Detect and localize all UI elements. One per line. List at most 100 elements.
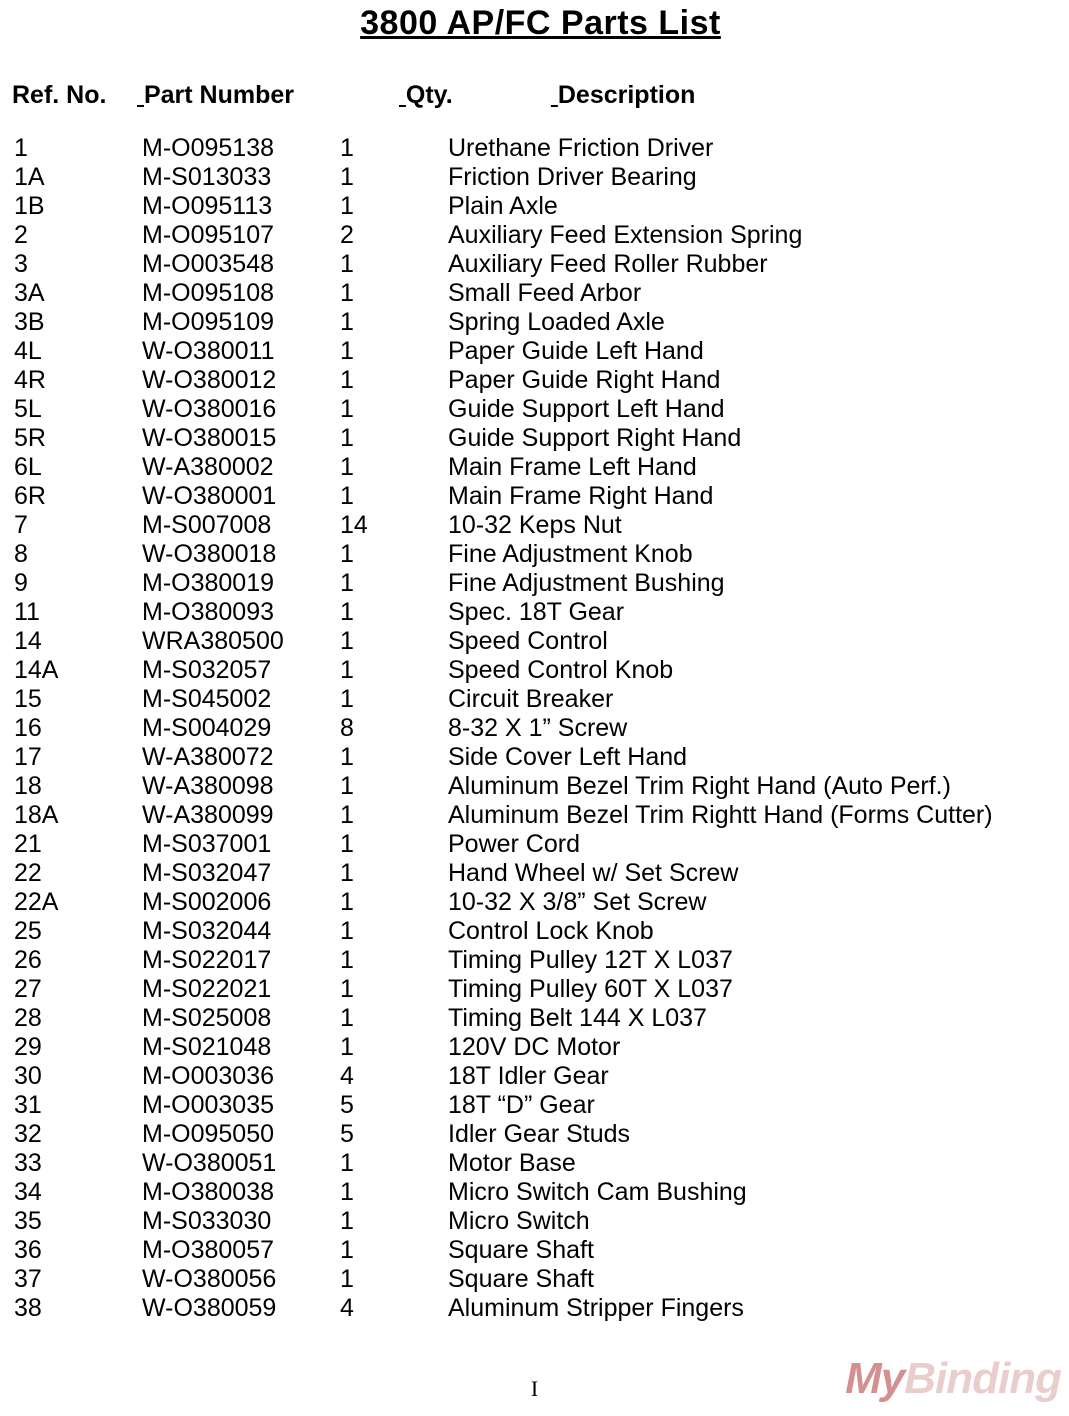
cell-ref: 1A [14, 163, 142, 192]
table-row: 3M-O0035481Auxiliary Feed Roller Rubber [12, 250, 1069, 279]
cell-ref: 17 [14, 743, 142, 772]
table-row: 25M-S0320441Control Lock Knob [12, 917, 1069, 946]
cell-part: W-O380011 [142, 337, 340, 366]
cell-part: W-O380018 [142, 540, 340, 569]
table-row: 26M-S0220171Timing Pulley 12T X L037 [12, 946, 1069, 975]
table-row: 3BM-O0951091Spring Loaded Axle [12, 308, 1069, 337]
cell-desc: 8-32 X 1” Screw [448, 714, 627, 743]
cell-part: M-S007008 [142, 511, 340, 540]
table-row: 30M-O003036418T Idler Gear [12, 1062, 1069, 1091]
header-ref: Ref. No. [12, 81, 137, 110]
cell-desc: Auxiliary Feed Roller Rubber [448, 250, 768, 279]
cell-qty: 1 [340, 859, 448, 888]
cell-desc: Motor Base [448, 1149, 576, 1178]
cell-qty: 1 [340, 279, 448, 308]
cell-desc: Auxiliary Feed Extension Spring [448, 221, 802, 250]
cell-part: M-O380038 [142, 1178, 340, 1207]
cell-part: M-O095109 [142, 308, 340, 337]
cell-qty: 1 [340, 888, 448, 917]
cell-desc: Paper Guide Left Hand [448, 337, 704, 366]
cell-qty: 1 [340, 946, 448, 975]
table-row: 6LW-A3800021Main Frame Left Hand [12, 453, 1069, 482]
cell-qty: 1 [340, 627, 448, 656]
cell-qty: 1 [340, 1178, 448, 1207]
cell-part: M-S032057 [142, 656, 340, 685]
header-qty: Qty. [406, 81, 551, 110]
cell-desc: Main Frame Right Hand [448, 482, 713, 511]
cell-qty: 1 [340, 743, 448, 772]
cell-ref: 31 [14, 1091, 142, 1120]
cell-ref: 37 [14, 1265, 142, 1294]
cell-ref: 6L [14, 453, 142, 482]
cell-desc: Guide Support Left Hand [448, 395, 725, 424]
cell-part: M-O095108 [142, 279, 340, 308]
cell-qty: 1 [340, 975, 448, 1004]
cell-ref: 35 [14, 1207, 142, 1236]
cell-qty: 1 [340, 1207, 448, 1236]
table-row: 11M-O3800931Spec. 18T Gear [12, 598, 1069, 627]
cell-qty: 4 [340, 1062, 448, 1091]
cell-part: M-S021048 [142, 1033, 340, 1062]
header-desc: Description [558, 81, 696, 110]
cell-desc: Guide Support Right Hand [448, 424, 741, 453]
table-row: 1AM-S0130331Friction Driver Bearing [12, 163, 1069, 192]
cell-ref: 3A [14, 279, 142, 308]
cell-qty: 1 [340, 395, 448, 424]
cell-desc: Small Feed Arbor [448, 279, 641, 308]
cell-desc: Side Cover Left Hand [448, 743, 687, 772]
cell-desc: Timing Pulley 60T X L037 [448, 975, 733, 1004]
cell-desc: Micro Switch [448, 1207, 590, 1236]
table-row: 1M-O0951381Urethane Friction Driver [12, 134, 1069, 163]
cell-ref: 36 [14, 1236, 142, 1265]
table-row: 22M-S0320471Hand Wheel w/ Set Screw [12, 859, 1069, 888]
cell-part: W-A380098 [142, 772, 340, 801]
cell-ref: 5R [14, 424, 142, 453]
table-row: 31M-O003035518T “D” Gear [12, 1091, 1069, 1120]
table-row: 4RW-O3800121Paper Guide Right Hand [12, 366, 1069, 395]
table-row: 35M-S0330301Micro Switch [12, 1207, 1069, 1236]
table-row: 38W-O3800594Aluminum Stripper Fingers [12, 1294, 1069, 1323]
table-row: 17W-A3800721Side Cover Left Hand [12, 743, 1069, 772]
cell-desc: Power Cord [448, 830, 580, 859]
cell-ref: 11 [14, 598, 142, 627]
table-row: 28M-S0250081Timing Belt 144 X L037 [12, 1004, 1069, 1033]
cell-part: M-S032047 [142, 859, 340, 888]
cell-part: M-O003035 [142, 1091, 340, 1120]
cell-ref: 4R [14, 366, 142, 395]
cell-part: W-A380072 [142, 743, 340, 772]
cell-ref: 3 [14, 250, 142, 279]
cell-desc: Timing Belt 144 X L037 [448, 1004, 707, 1033]
cell-desc: Timing Pulley 12T X L037 [448, 946, 733, 975]
table-row: 21M-S0370011Power Cord [12, 830, 1069, 859]
page-number: I [0, 1376, 1069, 1402]
cell-part: M-O380057 [142, 1236, 340, 1265]
table-row: 14AM-S0320571Speed Control Knob [12, 656, 1069, 685]
cell-ref: 14A [14, 656, 142, 685]
cell-part: W-O380001 [142, 482, 340, 511]
cell-ref: 33 [14, 1149, 142, 1178]
table-row: 16M-S00402988-32 X 1” Screw [12, 714, 1069, 743]
cell-ref: 2 [14, 221, 142, 250]
cell-ref: 21 [14, 830, 142, 859]
cell-ref: 28 [14, 1004, 142, 1033]
cell-ref: 5L [14, 395, 142, 424]
cell-ref: 18A [14, 801, 142, 830]
table-row: 7M-S0070081410-32 Keps Nut [12, 511, 1069, 540]
cell-qty: 1 [340, 134, 448, 163]
cell-qty: 1 [340, 1265, 448, 1294]
page-title: 3800 AP/FC Parts List [12, 4, 1069, 43]
cell-ref: 22A [14, 888, 142, 917]
cell-qty: 1 [340, 598, 448, 627]
cell-desc: Aluminum Bezel Trim Rightt Hand (Forms C… [448, 801, 993, 830]
table-row: 37W-O3800561Square Shaft [12, 1265, 1069, 1294]
cell-qty: 4 [340, 1294, 448, 1323]
table-row: 14WRA3805001Speed Control [12, 627, 1069, 656]
cell-ref: 15 [14, 685, 142, 714]
cell-ref: 27 [14, 975, 142, 1004]
table-row: 15M-S0450021Circuit Breaker [12, 685, 1069, 714]
cell-part: M-S022021 [142, 975, 340, 1004]
cell-desc: Fine Adjustment Bushing [448, 569, 725, 598]
cell-qty: 1 [340, 917, 448, 946]
table-body: 1M-O0951381Urethane Friction Driver1AM-S… [12, 134, 1069, 1323]
cell-ref: 16 [14, 714, 142, 743]
